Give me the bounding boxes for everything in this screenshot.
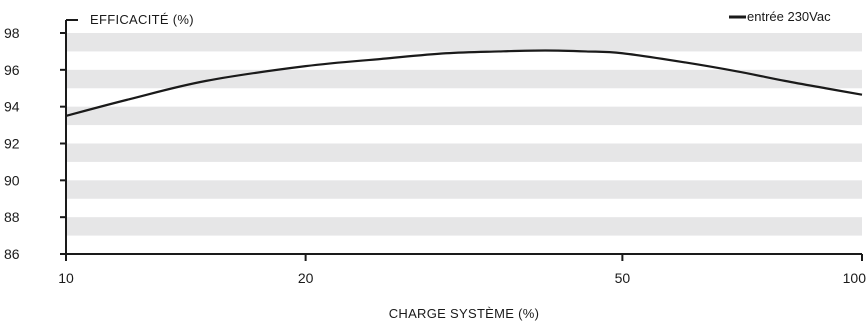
y-tick-label: 88 xyxy=(4,209,20,225)
y-tick-label: 94 xyxy=(4,99,20,115)
series-line-entree-230vac xyxy=(65,49,863,117)
y-tick-label: 92 xyxy=(4,136,20,152)
y-axis-title: EFFICACITÉ (%) xyxy=(90,12,194,27)
y-tick-label: 96 xyxy=(4,62,20,78)
grid-band xyxy=(66,33,862,52)
y-tick-label: 98 xyxy=(4,25,20,41)
legend-label: entrée 230Vac xyxy=(747,9,831,24)
x-axis-title: CHARGE SYSTÈME (%) xyxy=(389,306,540,321)
grid-band xyxy=(66,180,862,199)
axes xyxy=(65,19,862,255)
x-tick-label: 50 xyxy=(615,270,631,286)
x-tick-label: 100 xyxy=(843,270,867,286)
ticks: 86 88 90 92 94 96 98 10 20 50 100 xyxy=(4,25,866,286)
grid-band xyxy=(66,217,862,236)
grid-bands xyxy=(66,33,862,236)
grid-band xyxy=(66,106,862,126)
grid-band xyxy=(66,69,862,89)
y-tick-label: 86 xyxy=(4,246,20,262)
y-tick-label: 90 xyxy=(4,172,20,188)
x-tick-label: 20 xyxy=(298,270,314,286)
legend: entrée 230Vac xyxy=(729,9,831,24)
grid-band xyxy=(66,143,862,162)
x-tick-label: 10 xyxy=(58,270,74,286)
series-group xyxy=(65,49,863,117)
